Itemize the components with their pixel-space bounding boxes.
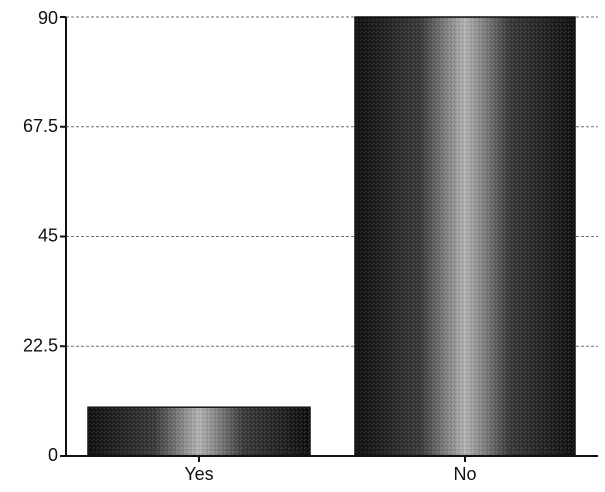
bar-texture [88,407,310,456]
y-tick-label: 67.5 [23,116,58,136]
grid-layer [66,16,598,347]
axis-layer [60,16,598,462]
bar-layer [87,16,576,457]
x-tick-label: Yes [184,464,213,484]
x-tick-label: No [453,464,476,484]
y-tick-label: 22.5 [23,335,58,355]
bar-texture [355,17,575,456]
tick-label-layer: 0 22.5 45 67.5 90 Yes No [23,8,477,484]
y-tick-label: 90 [38,8,58,28]
y-tick-label: 45 [38,226,58,246]
y-tick-label: 0 [48,445,58,465]
